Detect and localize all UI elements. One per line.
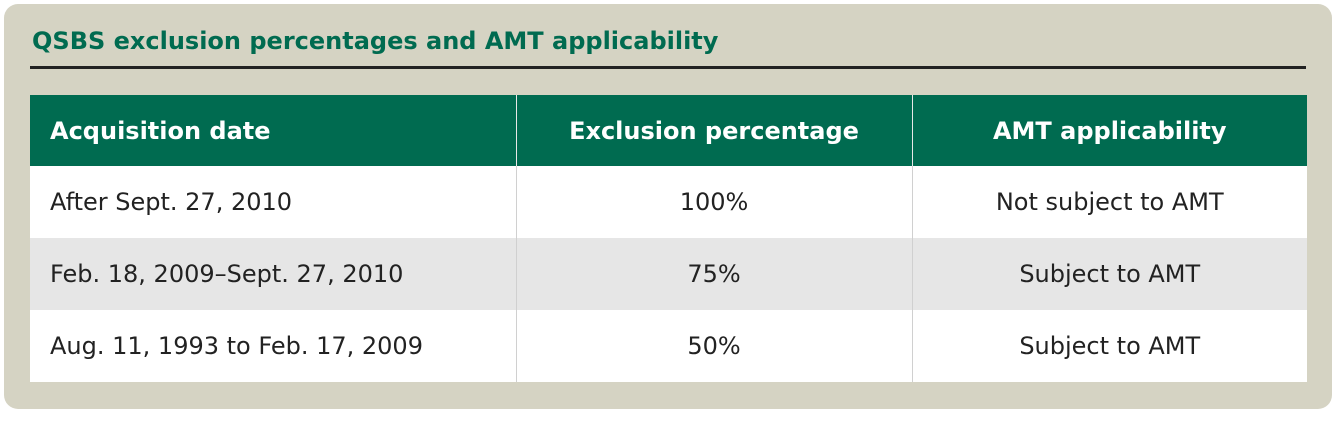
panel-title: QSBS exclusion percentages and AMT appli… [32, 27, 719, 55]
exclusion-percentage-cell: 100% [515, 166, 912, 238]
amt-applicability-cell: Subject to AMT [911, 310, 1307, 382]
info-panel: QSBS exclusion percentages and AMT appli… [4, 4, 1332, 409]
amt-applicability-cell: Not subject to AMT [911, 166, 1307, 238]
amt-applicability-cell: Subject to AMT [911, 238, 1307, 310]
header-amt-applicability: AMT applicability [911, 95, 1307, 166]
acquisition-date-cell: Aug. 11, 1993 to Feb. 17, 2009 [30, 310, 516, 382]
table-header-row: Acquisition date Exclusion percentage AM… [30, 95, 1307, 166]
table-row: After Sept. 27, 2010 100% Not subject to… [30, 166, 1307, 238]
exclusion-percentage-cell: 50% [515, 310, 912, 382]
table-row: Aug. 11, 1993 to Feb. 17, 2009 50% Subje… [30, 310, 1307, 382]
table-row: Feb. 18, 2009–Sept. 27, 2010 75% Subject… [30, 238, 1307, 310]
qsbs-table: Acquisition date Exclusion percentage AM… [30, 95, 1307, 382]
header-acquisition-date: Acquisition date [30, 95, 516, 166]
acquisition-date-cell: After Sept. 27, 2010 [30, 166, 516, 238]
title-divider [30, 66, 1306, 69]
exclusion-percentage-cell: 75% [515, 238, 912, 310]
acquisition-date-cell: Feb. 18, 2009–Sept. 27, 2010 [30, 238, 516, 310]
header-exclusion-percentage: Exclusion percentage [515, 95, 912, 166]
